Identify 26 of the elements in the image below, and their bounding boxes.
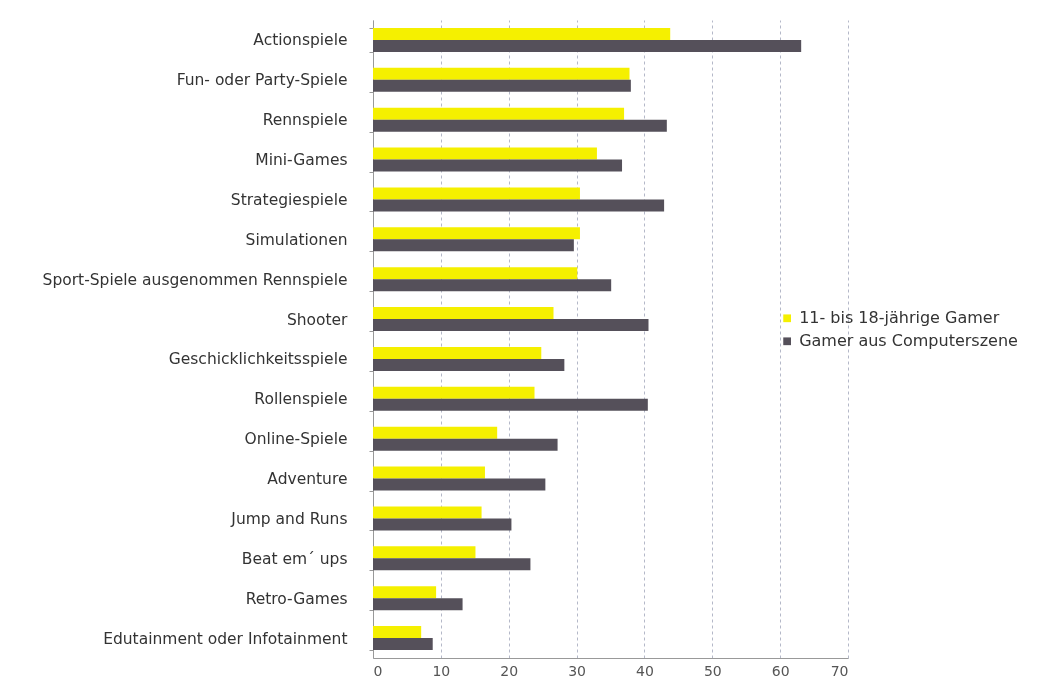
x-tick-label: 20 [500,662,519,679]
y-tick-label: Actionspiele [253,31,348,50]
y-tick-label: Mini-Games [255,151,348,170]
legend-label: Gamer aus Computerszene [799,331,1018,351]
y-tick-label: Retro-Games [245,589,348,608]
y-tick-label: Jump and Runs [230,509,348,528]
x-tick-label: 10 [432,662,451,679]
y-tick-label: Rollenspiele [254,390,348,409]
y-tick-label: Sport-Spiele ausgenommen Rennspiele [42,270,348,289]
y-tick-label: Strategiespiele [230,190,348,209]
y-tick-label: Simulationen [245,230,348,249]
y-tick-label: Rennspiele [262,111,348,130]
legend-label: 11- bis 18-jährige Gamer [799,308,1000,328]
y-tick-label: Edutainment oder Infotainment [103,629,348,648]
y-tick-label: Shooter [286,310,349,329]
x-tick-label: 70 [830,662,849,679]
x-tick-label: 0 [373,662,383,679]
y-tick-label: Online-Spiele [244,430,348,449]
y-tick-label: Geschicklichkeitsspiele [168,350,348,369]
y-tick-label: Beat em´ ups [241,549,348,568]
x-tick-label: 50 [703,662,722,679]
y-tick-label: Adventure [267,470,348,489]
x-tick-label: 40 [636,662,654,679]
y-tick-label: Fun- oder Party-Spiele [176,71,348,90]
x-tick-label: 30 [568,662,586,679]
x-tick-label: 60 [771,662,790,679]
